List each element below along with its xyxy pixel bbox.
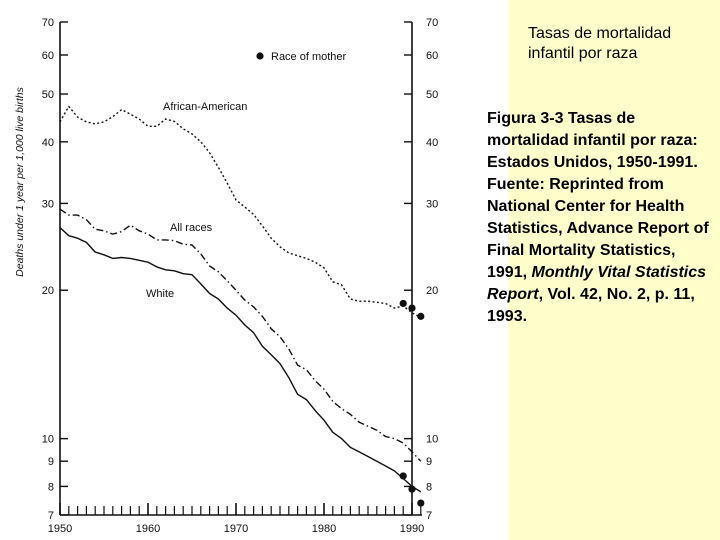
race-of-mother-dot xyxy=(408,304,416,312)
x-tick-label: 1990 xyxy=(400,523,424,535)
y-tick-label-right: 7 xyxy=(426,510,432,522)
y-tick-label-left: 10 xyxy=(42,434,54,446)
y-tick-label-left: 30 xyxy=(42,198,54,210)
y-tick-label-left: 8 xyxy=(48,481,54,493)
x-tick-label: 1950 xyxy=(48,523,72,535)
y-tick-label-right: 8 xyxy=(426,481,432,493)
y-tick-label-left: 40 xyxy=(42,137,54,149)
race-of-mother-dot xyxy=(399,299,407,308)
caption-panel xyxy=(508,0,720,540)
y-tick-label-left: 70 xyxy=(42,17,54,29)
y-tick-label-right: 50 xyxy=(426,89,438,101)
series-line-african-american xyxy=(59,105,422,319)
x-tick-label: 1970 xyxy=(224,523,248,535)
plot-area: 7 7 8 8 9 9 10 10 20 20 30 30 40 40 50 50 60 60 70 70 1950 19… xyxy=(14,17,438,535)
race-of-mother-dot xyxy=(417,312,425,320)
caption-citation: , Vol. 42, No. 2, p. 11, 1993. xyxy=(487,286,695,325)
race-of-mother-dot xyxy=(408,485,416,493)
y-tick-label-left: 50 xyxy=(42,89,54,101)
y-tick-label-left: 60 xyxy=(42,50,54,62)
figure-caption: Figura 3-3 Tasas de mortalidad infantil … xyxy=(487,108,715,328)
legend-label: Race of mother xyxy=(271,51,347,63)
caption-text: Figura 3-3 Tasas de mortalidad infantil … xyxy=(487,110,709,281)
series-label-all-races: All races xyxy=(170,222,213,234)
legend-marker-dot xyxy=(256,52,264,60)
race-of-mother-dot xyxy=(417,499,425,507)
y-tick-label-left: 9 xyxy=(48,456,54,468)
y-tick-label-left: 7 xyxy=(48,510,54,522)
y-tick-label-right: 9 xyxy=(426,456,432,468)
y-tick-label-right: 40 xyxy=(426,137,438,149)
y-tick-label-right: 20 xyxy=(426,285,438,297)
y-tick-label-left: 20 xyxy=(42,285,54,297)
series-line-white xyxy=(59,227,422,493)
race-of-mother-dot xyxy=(399,472,407,480)
y-axis-title: Deaths under 1 year per 1,000 live birth… xyxy=(14,86,26,276)
x-tick-label: 1980 xyxy=(312,523,336,535)
y-tick-label-right: 30 xyxy=(426,198,438,210)
slide-title: Tasas de mortalidad infantil por raza xyxy=(528,25,672,62)
caption-journal: Monthly Vital Statistics Report xyxy=(487,264,707,303)
y-tick-label-right: 60 xyxy=(426,50,438,62)
y-tick-label-right: 70 xyxy=(426,17,438,29)
series-label-african-american: African-American xyxy=(163,101,247,113)
y-tick-label-right: 10 xyxy=(426,434,438,446)
series-label-white: White xyxy=(146,288,174,300)
x-tick-label: 1960 xyxy=(136,523,160,535)
series-line-all-races xyxy=(59,208,422,462)
